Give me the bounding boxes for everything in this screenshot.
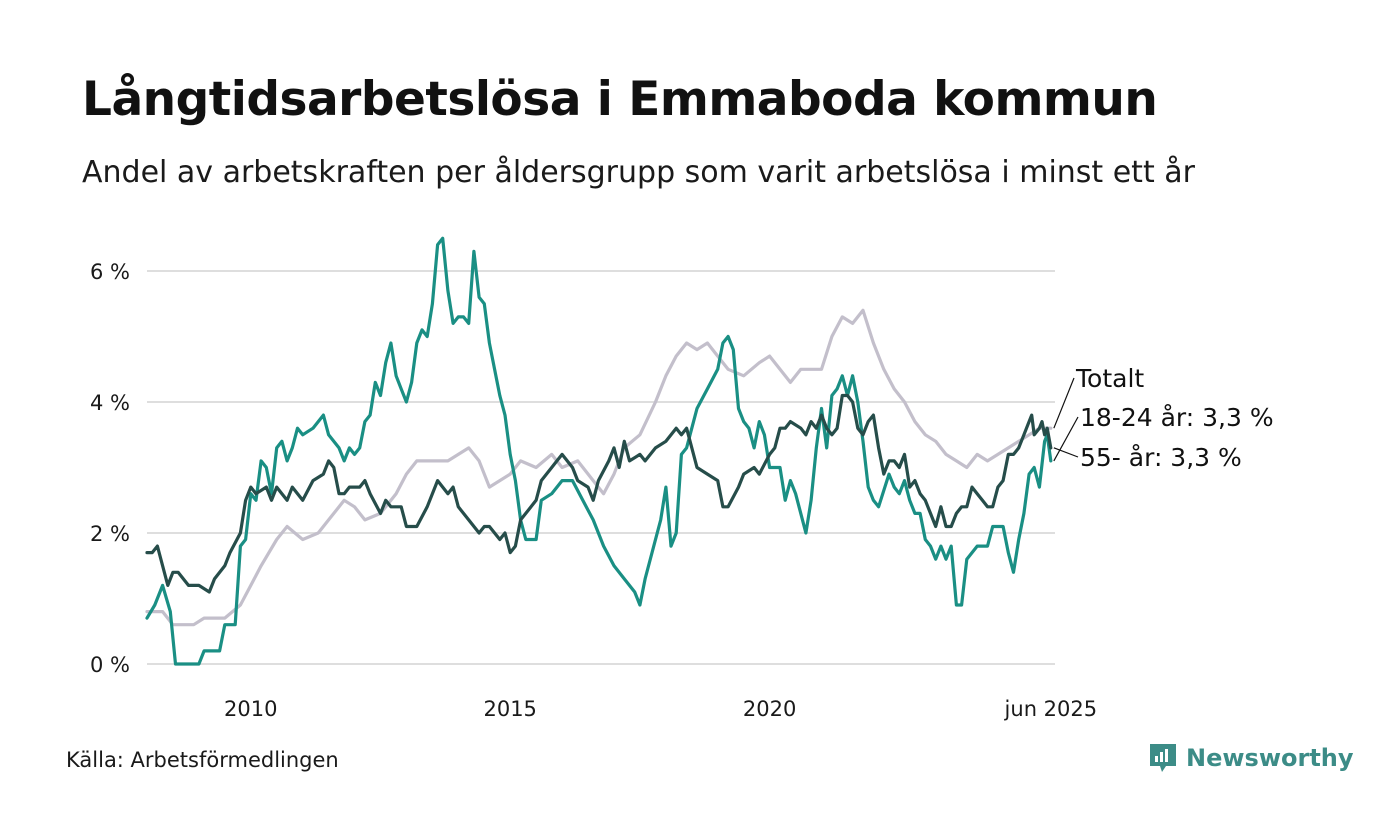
series-end-label: Totalt (1075, 364, 1144, 393)
x-tick-label: 2010 (224, 697, 277, 721)
chart-subtitle: Andel av arbetskraften per åldersgrupp s… (82, 155, 1195, 190)
y-tick-label: 2 % (90, 522, 130, 546)
label-leader-line (1053, 447, 1079, 458)
newsworthy-icon (1150, 744, 1176, 772)
brand-logo: Newsworthy (1148, 742, 1354, 774)
x-axis-ticks: 2010 2015 2020 jun 2025 (224, 697, 1097, 721)
gridlines (147, 270, 1055, 665)
y-tick-label: 4 % (90, 391, 130, 415)
x-tick-label: 2020 (743, 697, 796, 721)
y-tick-label: 0 % (90, 653, 130, 677)
y-tick-label: 6 % (90, 260, 130, 284)
series-line-totalt (145, 308, 1053, 627)
series-labels: Totalt 18-24 år: 3,3 % 55- år: 3,3 % (1053, 364, 1274, 472)
chart-title: Långtidsarbetslösa i Emmaboda kommun (82, 72, 1158, 127)
label-leader-line (1053, 416, 1079, 462)
x-tick-label: 2015 (483, 697, 536, 721)
series-line-18-24-r (145, 236, 1053, 666)
x-tick-label: jun 2025 (1004, 697, 1098, 721)
y-axis-ticks: 0 % 2 % 4 % 6 % (90, 260, 130, 677)
source-note: Källa: Arbetsförmedlingen (66, 748, 339, 772)
series-end-label: 18-24 år: 3,3 % (1080, 403, 1274, 432)
series-line-55-r (145, 393, 1053, 594)
series-lines (145, 236, 1053, 666)
brand-name: Newsworthy (1186, 744, 1354, 772)
series-end-label: 55- år: 3,3 % (1080, 443, 1242, 472)
label-leader-line (1053, 377, 1075, 429)
